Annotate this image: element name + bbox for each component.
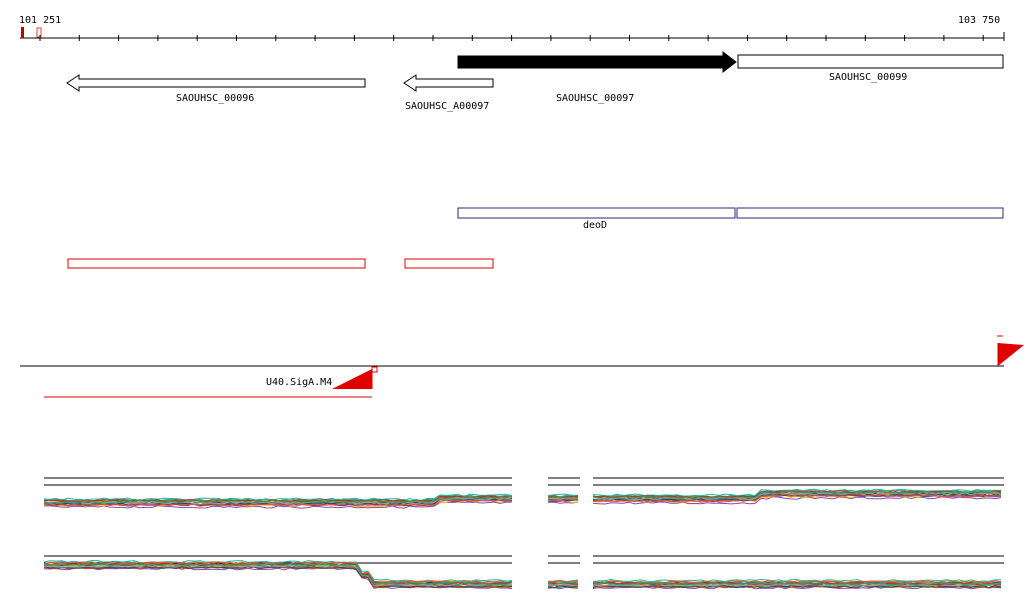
expression-trace: [547, 582, 579, 586]
expression-lines-reverse: [43, 559, 1002, 590]
operon-deod[interactable]: [457, 207, 736, 219]
expression-trace: [43, 497, 513, 505]
red-feature-track: [67, 258, 494, 269]
expression-trace: [592, 490, 1002, 499]
expression-trace: [547, 497, 578, 501]
promoter-label: U40.SigA.M4: [266, 377, 332, 388]
gene-label: SAOUHSC_A00097: [405, 101, 489, 112]
gene-saouhsc-00096[interactable]: SAOUHSC_00096: [66, 74, 366, 104]
expression-trace: [43, 496, 513, 504]
expression-trace: [592, 580, 1002, 584]
expression-trace: [547, 499, 579, 502]
operon-next[interactable]: [736, 207, 1004, 219]
gene-label: SAOUHSC_00096: [176, 93, 254, 104]
expression-trace: [547, 585, 579, 589]
gene-saouhsc-00097[interactable]: SAOUHSC_00097: [457, 50, 737, 104]
ruler: 101 251 103 750: [19, 15, 1005, 41]
promoter-track: U40.SigA.M4: [20, 335, 1024, 398]
red-feature-2[interactable]: [404, 258, 494, 269]
expression-trace: [43, 563, 513, 586]
expression-trace: [547, 493, 578, 497]
red-feature-1[interactable]: [67, 258, 366, 269]
gene-track: SAOUHSC_00096 SAOUHSC_A00097 SAOUHSC_000…: [66, 50, 1004, 112]
operon-track: deoD: [457, 207, 1004, 231]
expression-trace: [547, 580, 578, 583]
operon-label: deoD: [583, 220, 607, 231]
expression-track-reverse: [43, 555, 1004, 590]
gene-label: SAOUHSC_00099: [829, 72, 907, 83]
expression-track-forward: [43, 477, 1004, 509]
viewport-marker[interactable]: [21, 27, 24, 38]
viewport-window[interactable]: [36, 27, 42, 38]
promoter-flag-right[interactable]: [998, 343, 1024, 366]
expression-trace: [592, 584, 1002, 589]
gene-saouhsc-a00097[interactable]: SAOUHSC_A00097: [403, 74, 494, 112]
expression-trace: [43, 564, 513, 587]
expression-trace: [592, 585, 1002, 589]
expression-trace: [592, 492, 1002, 501]
ruler-end-label: 103 750: [958, 15, 1000, 26]
expression-trace: [592, 578, 1002, 583]
gene-label: SAOUHSC_00097: [556, 93, 634, 104]
expression-trace: [592, 493, 1002, 503]
expression-trace: [592, 491, 1002, 500]
expression-trace: [547, 496, 579, 499]
gene-saouhsc-00099[interactable]: SAOUHSC_00099: [737, 54, 1004, 83]
expression-panel: [43, 477, 1004, 590]
expression-trace: [43, 493, 513, 501]
expression-trace: [592, 583, 1002, 587]
expression-trace: [592, 581, 1002, 586]
expression-trace: [44, 499, 513, 507]
expression-lines-forward: [43, 488, 1002, 509]
promoter-flag-left[interactable]: [332, 369, 372, 389]
expression-trace: [43, 561, 513, 584]
ruler-start-label: 101 251: [19, 15, 61, 26]
expression-trace: [592, 582, 1001, 586]
ruler-ticks: [39, 32, 1005, 41]
